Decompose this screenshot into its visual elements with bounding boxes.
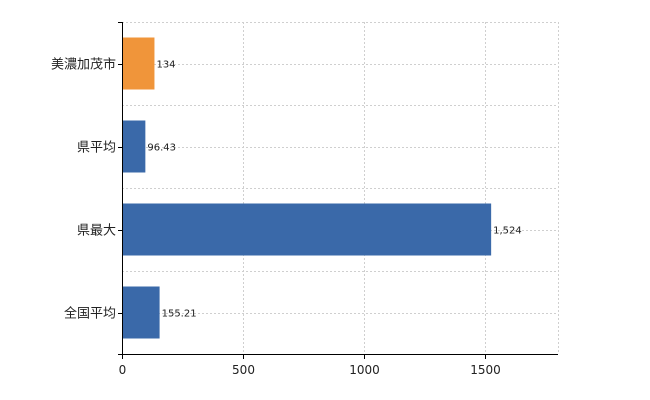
x-tick-label-1: 500 xyxy=(232,363,255,377)
bar-3 xyxy=(122,286,160,339)
bar-1 xyxy=(122,120,146,173)
bar-0 xyxy=(122,37,155,90)
category-label-2: 県最大 xyxy=(77,224,116,239)
x-tick-label-3: 1500 xyxy=(470,363,501,377)
category-label-1: 県平均 xyxy=(77,141,116,156)
data-label-3: 155.21 xyxy=(162,309,197,320)
category-label-0: 美濃加茂市 xyxy=(51,57,116,73)
category-label-3: 全国平均 xyxy=(64,306,116,322)
data-label-2: 1,524 xyxy=(493,226,522,237)
x-tick-label-0: 0 xyxy=(119,363,127,377)
data-label-0: 134 xyxy=(156,60,175,71)
bar-2 xyxy=(122,203,492,256)
data-label-1: 96.43 xyxy=(147,143,176,154)
x-tick-label-2: 1000 xyxy=(349,363,380,377)
